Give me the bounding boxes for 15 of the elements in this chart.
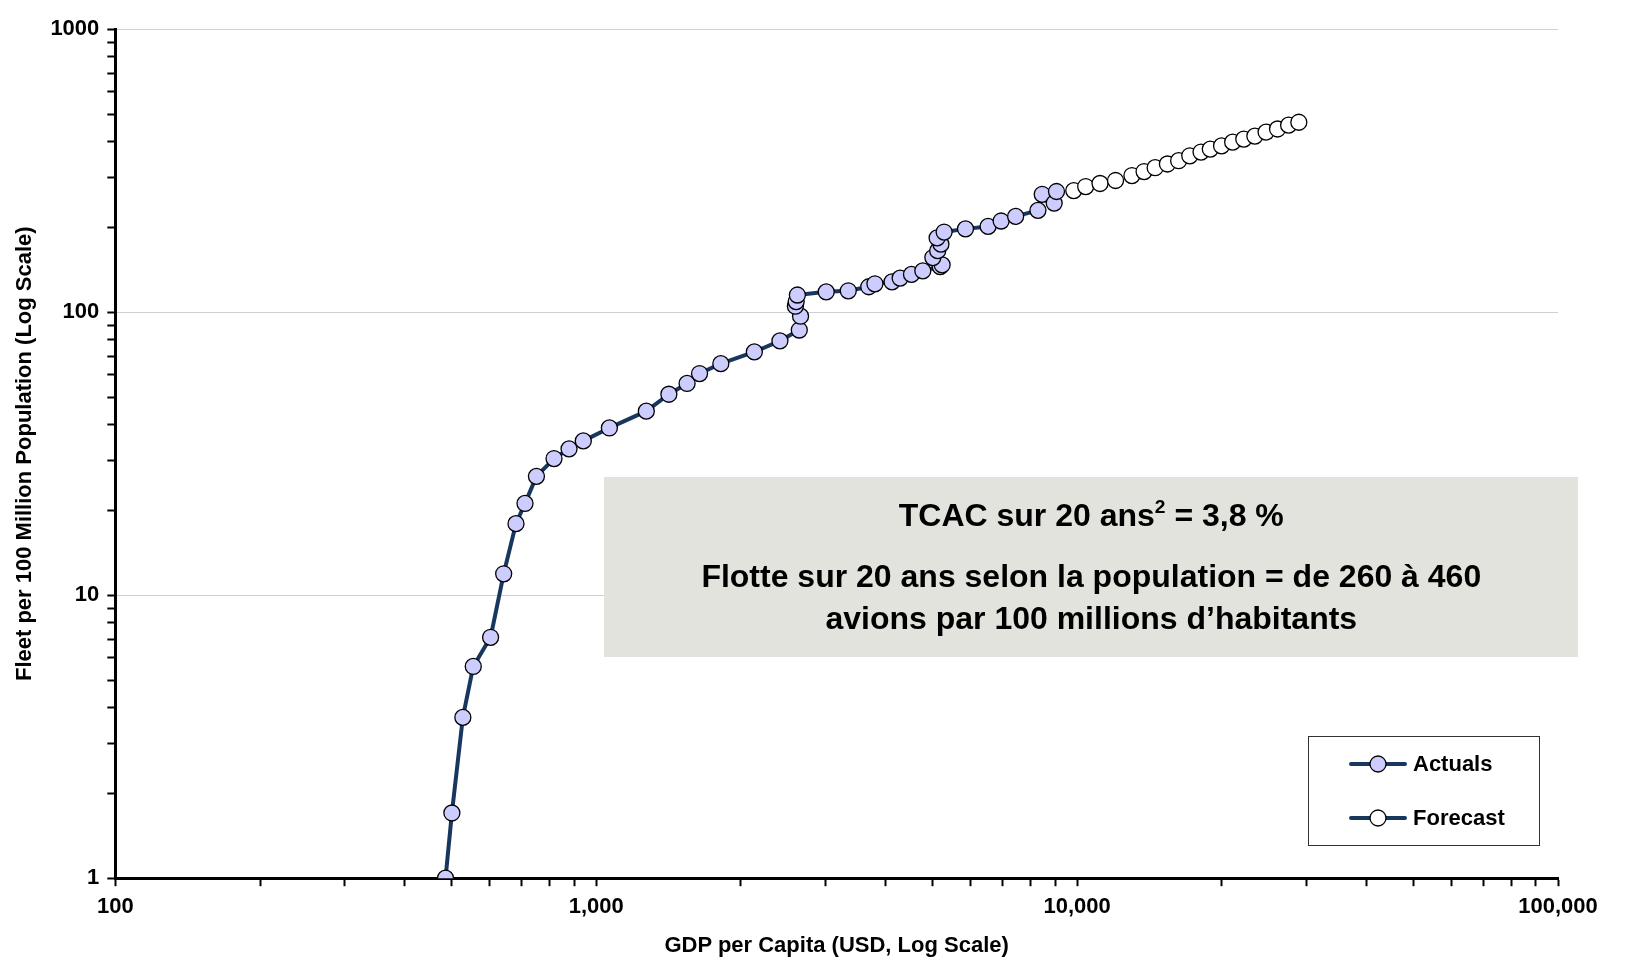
y-axis-title: Fleet per 100 Million Population (Log Scale) [11, 226, 37, 682]
legend-label: Actuals [1413, 751, 1493, 778]
x-axis-title: GDP per Capita (USD, Log Scale) [664, 931, 1009, 957]
x-tick-label: 1,000 [568, 893, 624, 919]
y-tick-label: 1 [87, 864, 100, 890]
x-tick-label: 100,000 [1518, 893, 1598, 919]
y-tick-label: 100 [62, 298, 100, 324]
x-tick-label: 100 [96, 893, 134, 919]
annotation: TCAC sur 20 ans$^{2}$ = 3,8 % [897, 494, 1285, 535]
y-tick-label: 1000 [50, 15, 100, 41]
text-panel: TCAC sur 20 ans$^{2}$ = 3,8 % Flotte sur 20 ans selon la population = de 260 à 460 avions par 100 millions d’habitants [604, 476, 1579, 658]
annotation: Flotte sur 20 ans selon la population = de 260 à 460 avions par 100 millions d’habitants [700, 557, 1483, 638]
y-tick-label: 10 [74, 581, 100, 607]
x-tick-label: 10,000 [1043, 893, 1111, 919]
legend-label: Forecast [1413, 805, 1505, 832]
